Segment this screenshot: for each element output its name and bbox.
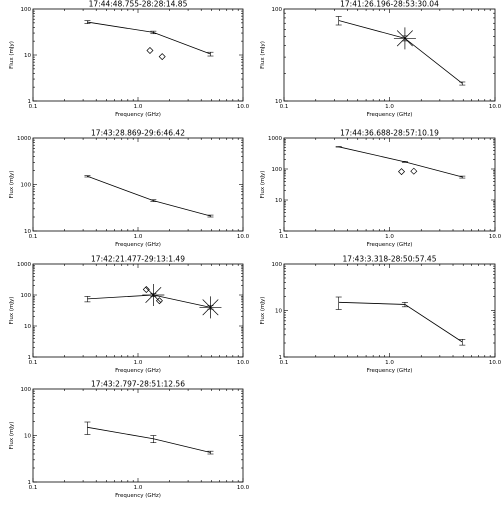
x-tick-label: 10.0 bbox=[237, 104, 250, 110]
spectrum-line bbox=[87, 175, 211, 217]
spectrum-line bbox=[87, 426, 211, 453]
y-tick-label: 1000 bbox=[17, 136, 31, 142]
y-axis-label: Flux (mJy) bbox=[260, 171, 266, 199]
x-tick-label: 1.0 bbox=[134, 485, 143, 491]
plot-frame bbox=[32, 263, 244, 358]
x-tick-label: 0.1 bbox=[29, 234, 38, 240]
x-tick-label: 0.1 bbox=[280, 360, 289, 366]
x-tick-label: 10.0 bbox=[237, 485, 250, 491]
spectrum-line bbox=[87, 294, 211, 308]
star-marker bbox=[199, 296, 222, 319]
y-axis-label: Flux (mJy) bbox=[260, 41, 266, 69]
y-axis-label: Flux (mJy) bbox=[9, 422, 15, 450]
chart-panel-5: 17:42:21.477-29:13:1.49 0.1 1.0 10.0 1 10 100 1… bbox=[9, 255, 250, 375]
y-tick-label: 100 bbox=[21, 183, 32, 189]
x-tick-label: 1.0 bbox=[134, 360, 143, 366]
spectrum-line bbox=[338, 146, 463, 178]
chart-panel-3: 17:43:28.869-29:6:46.42 0.1 1.0 10.0 10 100 10… bbox=[9, 129, 250, 249]
y-tick-label: 10 bbox=[24, 324, 31, 330]
diamond-marker bbox=[155, 297, 163, 305]
chart-title: 17:42:21.477-29:13:1.49 bbox=[91, 255, 185, 264]
chart-title: 17:41:26.196-28:53:30.04 bbox=[340, 0, 439, 9]
chart-panel-7: 17:43:2.797-28:51:12.56 0.1 1.0 10.0 1 10 100 F… bbox=[9, 380, 250, 500]
x-tick-label: 0.1 bbox=[29, 360, 38, 366]
y-tick-label: 1 bbox=[279, 355, 283, 361]
star-marker bbox=[393, 27, 416, 50]
x-tick-label: 0.1 bbox=[280, 104, 289, 110]
y-tick-label: 10 bbox=[24, 53, 31, 59]
x-tick-label: 10.0 bbox=[237, 234, 250, 240]
chart-title: 17:43:3.318-28:50:57.45 bbox=[343, 255, 437, 264]
x-tick-label: 0.1 bbox=[29, 104, 38, 110]
x-axis-label: Frequency (GHz) bbox=[115, 112, 161, 118]
star-marker bbox=[142, 284, 165, 306]
y-tick-label: 10 bbox=[275, 99, 282, 105]
y-axis-label: Flux (mJy) bbox=[9, 41, 15, 69]
plot-frame bbox=[32, 8, 244, 102]
x-axis-label: Frequency (GHz) bbox=[115, 242, 161, 248]
x-tick-label: 10.0 bbox=[237, 360, 250, 366]
chart-title: 17:43:2.797-28:51:12.56 bbox=[91, 380, 185, 389]
chart-panel-2: 17:41:26.196-28:53:30.04 0.1 1.0 10.0 10 100 F… bbox=[260, 0, 502, 118]
y-tick-label: 10 bbox=[24, 229, 31, 235]
x-tick-label: 10.0 bbox=[489, 104, 502, 110]
spectrum-line bbox=[338, 20, 463, 84]
y-tick-label: 10 bbox=[24, 434, 31, 440]
x-tick-label: 1.0 bbox=[385, 234, 394, 240]
y-tick-label: 1 bbox=[279, 229, 283, 235]
x-axis-label: Frequency (GHz) bbox=[367, 368, 413, 374]
x-axis-label: Frequency (GHz) bbox=[115, 368, 161, 374]
y-tick-label: 100 bbox=[21, 7, 32, 13]
y-tick-label: 100 bbox=[272, 167, 283, 173]
diamond-marker bbox=[142, 286, 150, 294]
y-tick-label: 100 bbox=[272, 7, 283, 13]
y-tick-label: 1000 bbox=[268, 136, 282, 142]
x-tick-label: 0.1 bbox=[280, 234, 289, 240]
x-tick-label: 10.0 bbox=[489, 234, 502, 240]
chart-panel-1: 17:44:48.755-28:28:14.85 0.1 1.0 10.0 1 10 100… bbox=[9, 0, 250, 118]
x-axis-label: Frequency (GHz) bbox=[367, 242, 413, 248]
y-tick-label: 100 bbox=[272, 262, 283, 268]
x-axis-label: Frequency (GHz) bbox=[367, 112, 413, 118]
plot-frame bbox=[283, 8, 496, 102]
y-tick-label: 1 bbox=[28, 355, 32, 361]
x-tick-label: 1.0 bbox=[385, 360, 394, 366]
y-tick-label: 1 bbox=[28, 480, 32, 486]
plot-frame bbox=[283, 263, 496, 358]
y-tick-label: 10 bbox=[275, 198, 282, 204]
plot-frame bbox=[32, 388, 244, 483]
diamond-marker bbox=[398, 168, 406, 176]
chart-panel-6: 17:43:3.318-28:50:57.45 0.1 1.0 10.0 1 10 100 F… bbox=[260, 255, 502, 375]
spectrum-line bbox=[338, 301, 463, 343]
chart-panel-4: 17:44:36.688-28:57:10.19 0.1 1.0 10.0 1 10 100… bbox=[260, 129, 502, 249]
chart-title: 17:44:36.688-28:57:10.19 bbox=[340, 129, 439, 138]
y-tick-label: 100 bbox=[21, 387, 32, 393]
y-axis-label: Flux (mJy) bbox=[260, 297, 266, 325]
plot-frame bbox=[283, 137, 496, 232]
x-tick-label: 1.0 bbox=[134, 104, 143, 110]
x-axis-label: Frequency (GHz) bbox=[115, 493, 161, 499]
x-tick-label: 0.1 bbox=[29, 485, 38, 491]
x-tick-label: 1.0 bbox=[385, 104, 394, 110]
x-tick-label: 1.0 bbox=[134, 234, 143, 240]
chart-title: 17:43:28.869-29:6:46.42 bbox=[91, 129, 185, 138]
spectrum-line bbox=[87, 21, 211, 55]
y-tick-label: 10 bbox=[275, 309, 282, 315]
chart-title: 17:44:48.755-28:28:14.85 bbox=[89, 0, 188, 9]
y-tick-label: 1 bbox=[28, 99, 32, 105]
y-axis-label: Flux (mJy) bbox=[9, 171, 15, 199]
y-tick-label: 100 bbox=[21, 293, 32, 299]
x-tick-label: 10.0 bbox=[489, 360, 502, 366]
diamond-marker bbox=[146, 47, 154, 55]
y-tick-label: 1000 bbox=[17, 262, 31, 268]
diamond-marker bbox=[410, 167, 418, 175]
y-axis-label: Flux (mJy) bbox=[9, 297, 15, 325]
diamond-marker bbox=[158, 53, 166, 61]
